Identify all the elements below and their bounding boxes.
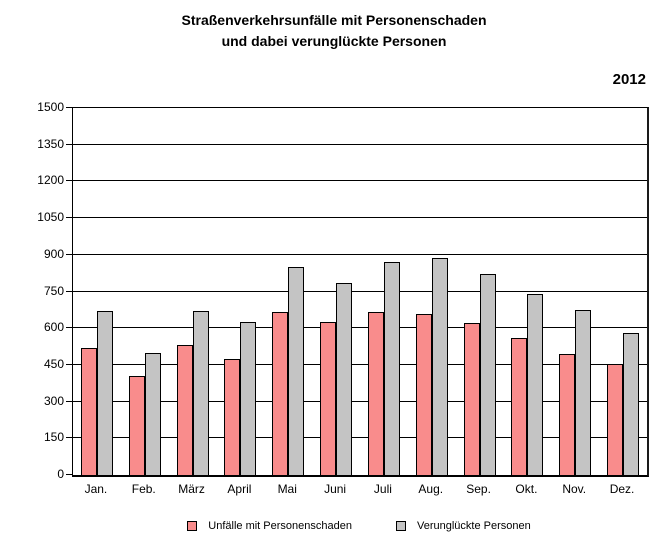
x-tick-label-april: April: [227, 482, 252, 496]
y-tick-label-600: 600: [43, 320, 64, 335]
y-tick-label-0: 0: [57, 467, 64, 481]
y-tick-0: [66, 474, 72, 475]
x-tick-label-juni: Juni: [324, 482, 347, 496]
bar-unfaelle-juli: [367, 312, 384, 475]
y-tick-label-300: 300: [43, 393, 64, 408]
chart-title-line2: und dabei verunglückte Personen: [221, 33, 447, 49]
bar-unfaelle-märz: [176, 345, 193, 475]
bar-unfaelle-feb: [128, 375, 145, 475]
bar-verungl-feb: [144, 352, 161, 475]
bar-verungl-juni: [336, 282, 353, 475]
plot-area: [72, 107, 649, 477]
y-tick-label-450: 450: [43, 356, 64, 371]
y-tick-label-1200: 1200: [37, 173, 64, 188]
legend-label-accidents: Unfälle mit Personenschaden: [208, 520, 352, 532]
bar-unfaelle-april: [224, 358, 241, 475]
legend-item-accidents: Unfälle mit Personenschaden: [187, 520, 352, 532]
bar-verungl-mai: [288, 267, 305, 475]
chart-title: Straßenverkehrsunfälle mit Personenschad…: [0, 10, 668, 52]
y-tick-1500: [66, 107, 72, 108]
gridline-1200: [73, 180, 647, 182]
x-tick-label-okt: Okt.: [515, 482, 538, 496]
y-tick-450: [66, 363, 72, 365]
bar-unfaelle-okt: [511, 338, 528, 475]
bar-unfaelle-nov: [559, 353, 576, 475]
y-tick-900: [66, 253, 72, 255]
legend-item-casualties: Verunglückte Personen: [395, 520, 531, 532]
bar-verungl-märz: [192, 311, 209, 475]
bar-verungl-sep: [479, 274, 496, 475]
bar-unfaelle-aug: [415, 313, 432, 475]
y-tick-300: [66, 400, 72, 402]
x-tick-label-dez: Dez.: [609, 482, 635, 496]
bar-unfaelle-juni: [320, 322, 337, 475]
bar-unfaelle-sep: [463, 323, 480, 475]
gridline-1050: [73, 217, 647, 219]
y-tick-150: [66, 437, 72, 439]
x-tick-label-feb: Feb.: [131, 482, 156, 496]
bar-unfaelle-jan: [80, 347, 97, 475]
y-tick-label-750: 750: [43, 283, 64, 298]
y-tick-750: [66, 290, 72, 292]
gridline-900: [73, 253, 647, 255]
bar-verungl-dez: [623, 333, 640, 475]
y-tick-1050: [66, 217, 72, 219]
accidents-swatch-icon: [187, 521, 198, 531]
x-tick-label-sep: Sep.: [466, 482, 491, 496]
y-tick-1350: [66, 143, 72, 145]
x-tick-label-nov: Nov.: [562, 482, 587, 496]
x-tick-label-märz: März: [178, 482, 205, 496]
bar-verungl-jan: [96, 311, 113, 475]
bar-verungl-april: [240, 322, 257, 475]
gridline-150: [73, 437, 647, 439]
casualties-swatch-icon: [395, 521, 406, 531]
bar-verungl-juli: [383, 262, 400, 475]
gridline-1350: [73, 143, 647, 145]
gridline-300: [73, 400, 647, 402]
y-tick-label-1050: 1050: [37, 210, 64, 225]
y-tick-600: [66, 327, 72, 329]
y-tick-label-1350: 1350: [37, 136, 64, 151]
x-tick-label-mai: Mai: [277, 482, 297, 496]
x-tick-label-aug: Aug.: [418, 482, 444, 496]
bar-verungl-okt: [527, 293, 544, 475]
year-label: 2012: [612, 71, 646, 88]
gridline-450: [73, 363, 647, 365]
y-tick-label-900: 900: [43, 246, 64, 261]
legend-label-casualties: Verunglückte Personen: [416, 520, 531, 532]
bar-unfaelle-dez: [607, 363, 624, 475]
gridline-750: [73, 290, 647, 292]
y-tick-label-150: 150: [43, 430, 64, 445]
y-tick-1200: [66, 180, 72, 182]
y-tick-label-1500: 1500: [37, 100, 64, 114]
chart-title-line1: Straßenverkehrsunfälle mit Personenschad…: [181, 12, 487, 28]
x-tick-label-jan: Jan.: [84, 482, 108, 496]
x-tick-label-juli: Juli: [373, 482, 392, 496]
gridline-600: [73, 327, 647, 329]
bar-verungl-aug: [431, 258, 448, 475]
bar-unfaelle-mai: [272, 312, 289, 475]
legend: Unfälle mit Personenschaden Verunglückte…: [72, 520, 646, 532]
bar-verungl-nov: [575, 309, 592, 475]
